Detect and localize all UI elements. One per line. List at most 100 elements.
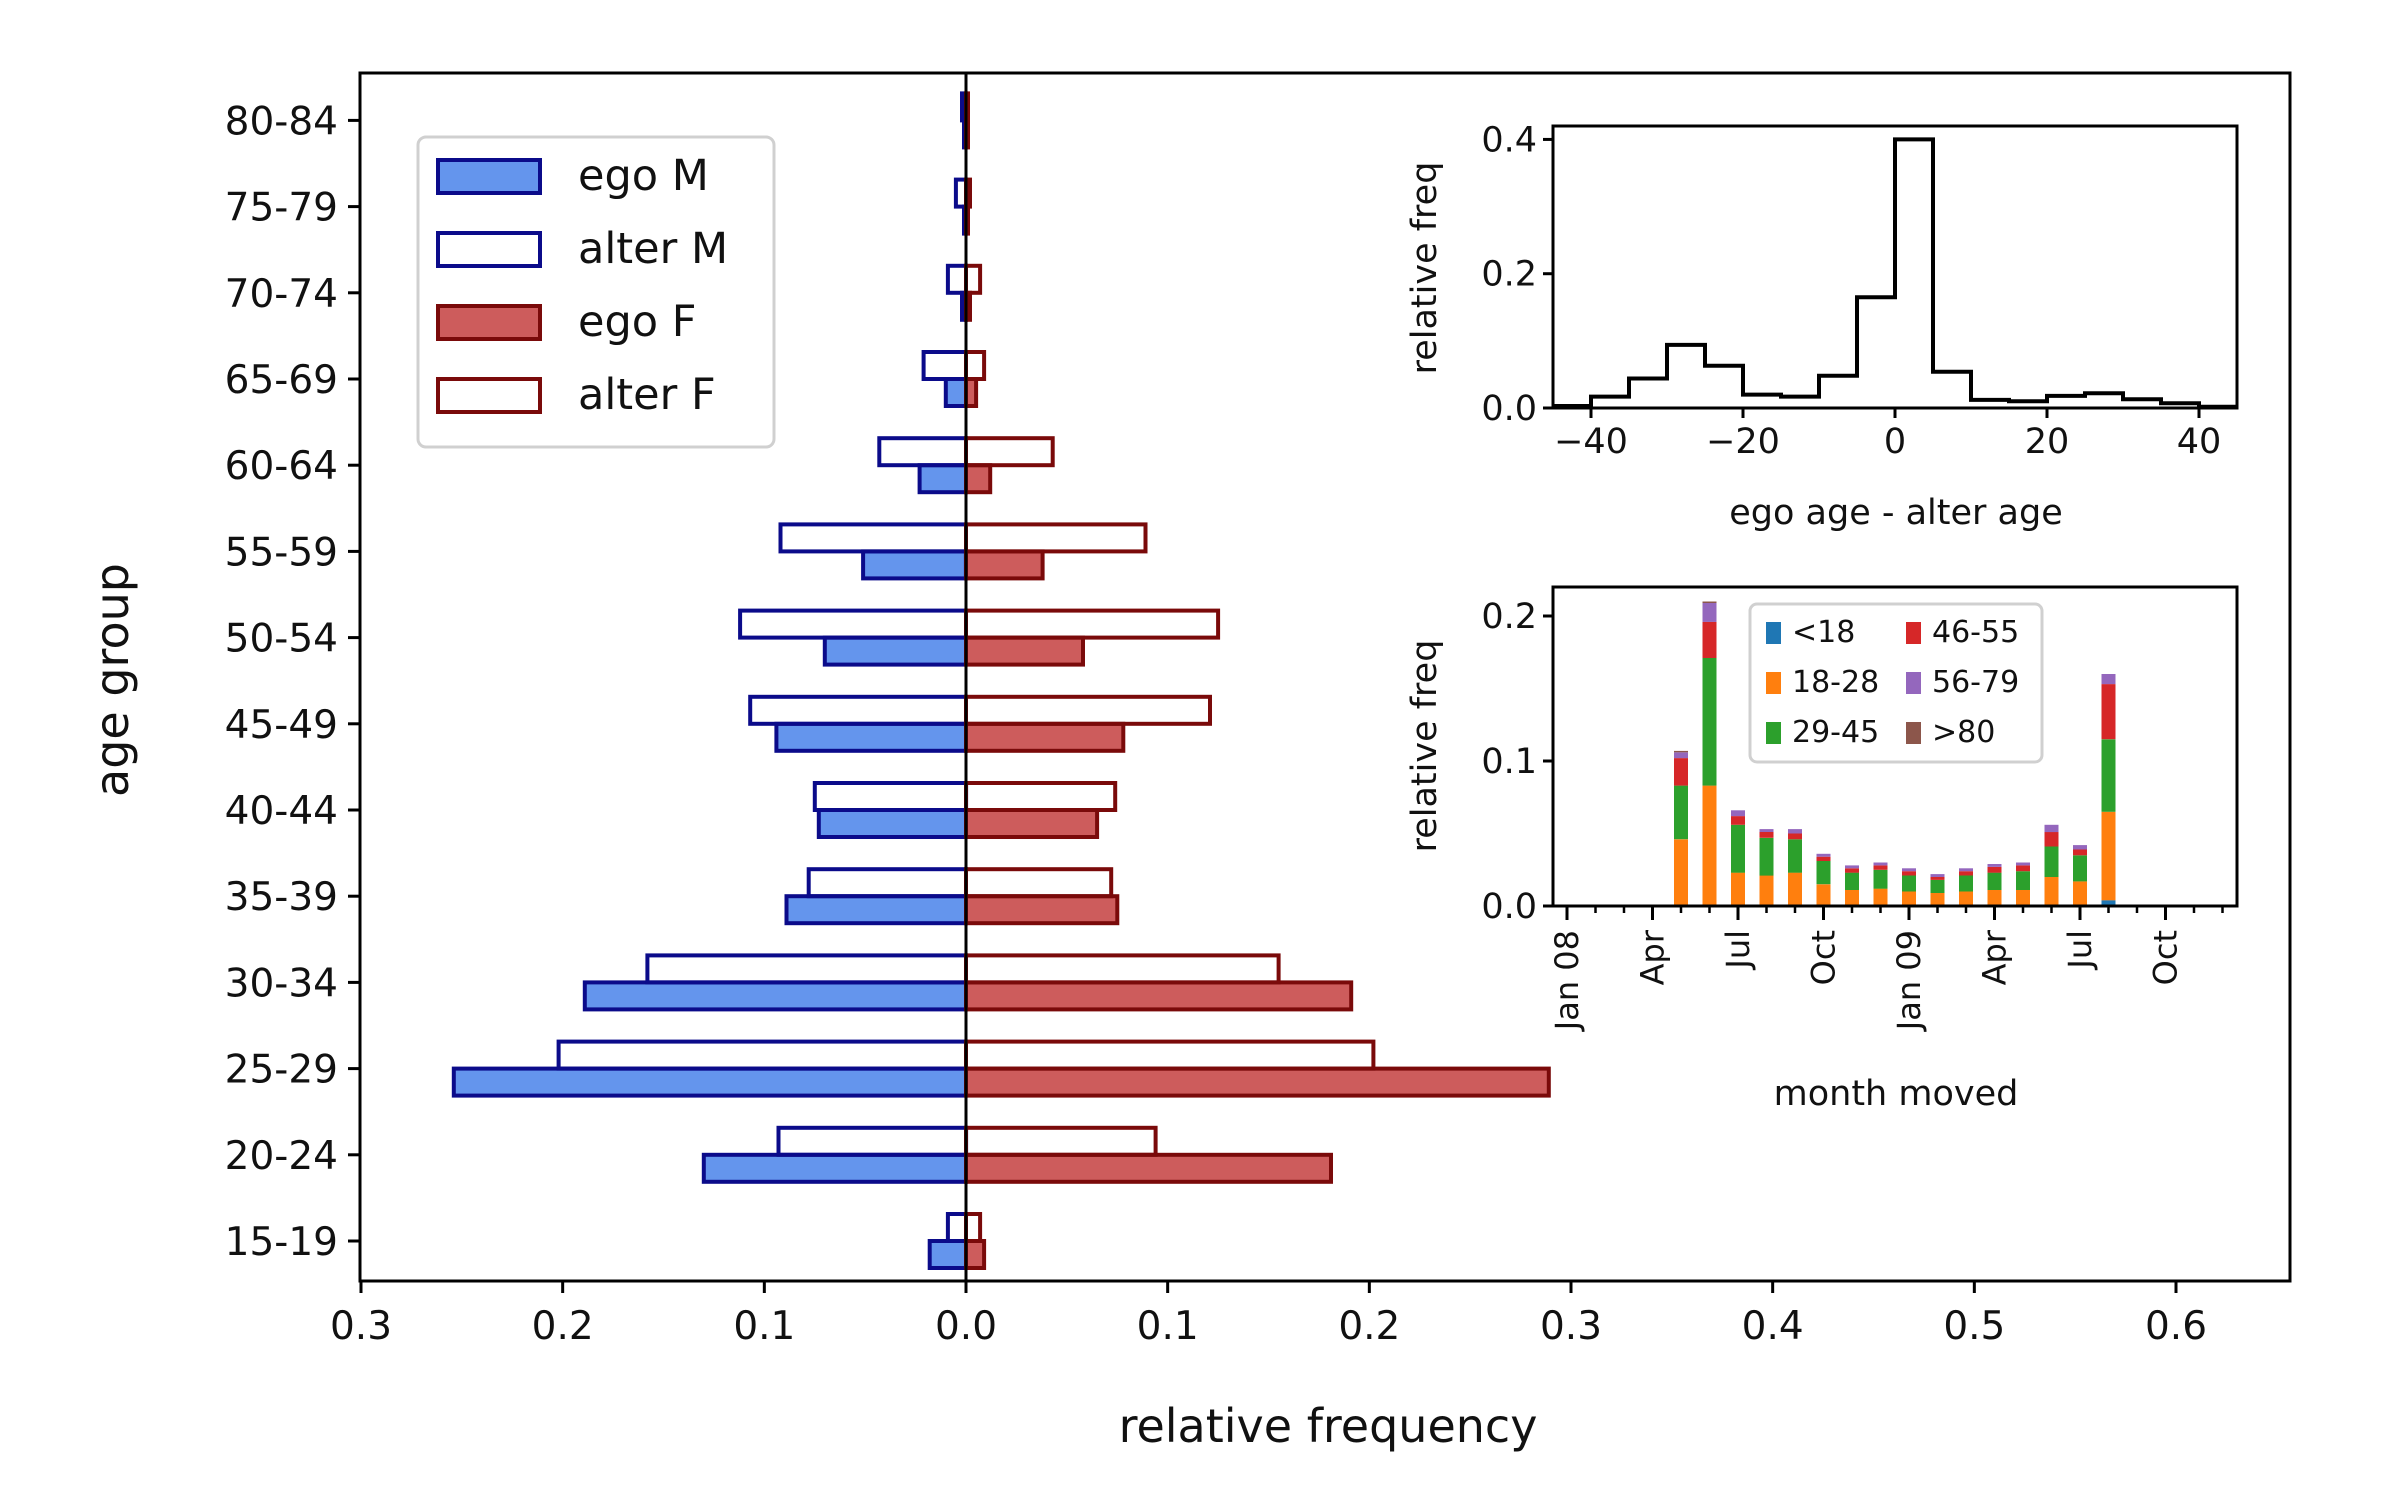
month-bar-56-79-apr-09 — [1987, 864, 2002, 867]
month-bar-18-aug-09 — [2101, 900, 2116, 906]
inset2-legend-swatch-56-79 — [1906, 672, 1921, 694]
month-bar-29-45-jan-09 — [1902, 875, 1916, 892]
month-bar-18-28-jul-08 — [1731, 872, 1745, 906]
bar-ego-m-15-19 — [927, 1239, 969, 1270]
bar-ego-f-45-49 — [964, 721, 1126, 753]
inset1-y-ticks: 0.0 0.2 0.4 — [1481, 120, 1553, 429]
month-bar-29-45-jul-09 — [2073, 855, 2087, 882]
month-bar-29-45-jun-09 — [2044, 846, 2059, 877]
inset2-legend-box — [1748, 602, 2044, 764]
x-tick-label-1: 0.2 — [532, 1304, 594, 1349]
inset2-x-tick-label-4: Jan 09 — [1890, 930, 1928, 1032]
month-bar-18-28-sep-08 — [1788, 872, 1802, 906]
bar-ego-m-30-34 — [582, 980, 968, 1012]
bar-ego-f-40-44 — [964, 808, 1100, 839]
inset1-x-tick-label-1: −20 — [1706, 422, 1780, 462]
inset2-x-tick-label-2: Jul — [1719, 930, 1757, 971]
inset1-y-tick-label-1: 0.2 — [1481, 255, 1537, 295]
inset2-legend-label-29-45: 29-45 — [1792, 715, 1879, 750]
age-difference-inset: −40 −20 0 20 40 0.0 0.2 0.4 ego age - alter ag… — [1405, 120, 2239, 533]
legend-label-alter-f: alter F — [578, 370, 716, 420]
y-tick-label-60-64: 60-64 — [225, 444, 338, 489]
x-tick-label-8: 0.5 — [1943, 1304, 2005, 1349]
inset1-x-ticks: −40 −20 0 20 40 — [1554, 408, 2221, 462]
month-bar-56-79-mar-09 — [1959, 868, 1973, 872]
inset2-legend-label-18: <18 — [1792, 615, 1855, 650]
x-tick-label-4: 0.1 — [1137, 1304, 1199, 1349]
month-bar-46-55-jun-09 — [2044, 832, 2059, 847]
month-bar-18-28-may-08 — [1674, 839, 1688, 906]
month-bar-56-79-aug-08 — [1759, 829, 1774, 832]
inset2-x-tick-label-3: Oct — [1805, 930, 1843, 985]
inset2-y-ticks: 0.0 0.1 0.2 — [1481, 597, 1553, 927]
bar-ego-m-65-69 — [943, 377, 968, 408]
bar-ego-f-15-19 — [964, 1239, 987, 1270]
inset2-y-tick-label-1: 0.1 — [1481, 742, 1537, 782]
y-tick-label-20-24: 20-24 — [225, 1134, 338, 1179]
main-y-ticks: 15-19 20-24 25-29 30-34 35-39 40-44 45-49 50-54… — [225, 99, 360, 1265]
month-bar-46-55-may-09 — [2016, 865, 2030, 872]
month-bar-29-45-sep-08 — [1788, 839, 1802, 873]
y-tick-label-70-74: 70-74 — [225, 272, 338, 317]
inset2-legend-label-80: >80 — [1932, 715, 1995, 750]
month-bar-46-55-dec-08 — [1873, 865, 1888, 870]
inset1-x-tick-label-2: 0 — [1884, 422, 1906, 462]
month-bar-29-45-mar-09 — [1959, 875, 1973, 892]
bar-ego-f-30-34 — [964, 980, 1354, 1012]
x-tick-label-9: 0.6 — [2145, 1304, 2207, 1349]
inset2-x-axis-label: month moved — [1774, 1074, 2019, 1114]
bar-ego-m-35-39 — [784, 894, 968, 926]
month-bar-18-28-jun-09 — [2044, 877, 2059, 906]
month-bar-46-55-apr-09 — [1987, 866, 2002, 873]
month-bar-29-45-aug-09 — [2101, 739, 2116, 812]
legend-swatch-alter-f — [436, 377, 542, 414]
inset2-legend-swatch-18 — [1766, 622, 1781, 644]
inset2-x-tick-label-0: Jan 08 — [1548, 930, 1586, 1032]
month-bar-18-28-aug-09 — [2101, 811, 2116, 901]
inset2-plot-frame — [1551, 585, 2239, 908]
month-bar-29-45-jun-08 — [1702, 658, 1717, 786]
y-tick-label-45-49: 45-49 — [225, 703, 338, 748]
month-moved-legend: <18 18-28 29-45 46-55 56-79 >80 — [1748, 602, 2044, 764]
inset2-legend-swatch-80 — [1906, 722, 1921, 744]
bar-ego-f-65-69 — [964, 377, 979, 408]
bar-ego-m-50-54 — [822, 635, 968, 667]
main-y-axis-label: age group — [85, 563, 139, 797]
inset2-legend-label-18-28: 18-28 — [1792, 665, 1879, 700]
inset1-x-axis-label: ego age - alter age — [1729, 493, 2063, 533]
month-bar-46-55-feb-09 — [1930, 877, 1945, 880]
month-bar-46-55-jun-08 — [1702, 621, 1717, 658]
month-bar-56-79-may-09 — [2016, 862, 2030, 866]
month-bar-56-79-sep-08 — [1788, 829, 1802, 834]
month-bar-56-79-oct-08 — [1816, 853, 1831, 857]
y-tick-label-65-69: 65-69 — [225, 358, 338, 403]
inset2-y-axis-label: relative freq — [1405, 640, 1445, 853]
inset2-legend-swatch-46-55 — [1906, 622, 1921, 644]
bar-ego-m-60-64 — [917, 463, 968, 495]
x-tick-label-5: 0.2 — [1338, 1304, 1400, 1349]
month-bar-56-79-may-08 — [1674, 752, 1688, 759]
month-bar-29-45-apr-09 — [1987, 872, 2002, 890]
bar-ego-f-50-54 — [964, 635, 1085, 667]
x-tick-label-0: 0.3 — [330, 1304, 392, 1349]
month-bar-18-28-dec-08 — [1873, 888, 1888, 906]
month-bar-80-may-08 — [1674, 750, 1688, 753]
month-moved-bars — [1674, 601, 2116, 907]
legend-label-ego-m: ego M — [578, 151, 709, 201]
inset2-x-tick-label-1: Apr — [1634, 929, 1672, 985]
month-bar-56-79-jul-09 — [2073, 845, 2087, 850]
month-bar-18-28-oct-08 — [1816, 884, 1831, 907]
inset2-legend-label-46-55: 46-55 — [1932, 615, 2019, 650]
month-bar-18-28-jul-09 — [2073, 881, 2087, 906]
month-bar-29-45-dec-08 — [1873, 869, 1888, 889]
y-tick-label-40-44: 40-44 — [225, 789, 338, 834]
month-bar-18-28-may-09 — [2016, 890, 2030, 906]
month-bar-18-28-feb-09 — [1930, 893, 1945, 906]
month-bar-29-45-oct-08 — [1816, 861, 1831, 885]
bar-ego-f-35-39 — [964, 894, 1120, 926]
legend-swatch-ego-m — [436, 158, 542, 195]
month-bar-46-55-mar-09 — [1959, 871, 1973, 876]
inset2-x-tick-label-6: Jul — [2061, 930, 2099, 971]
inset1-y-tick-label-2: 0.4 — [1481, 120, 1537, 160]
